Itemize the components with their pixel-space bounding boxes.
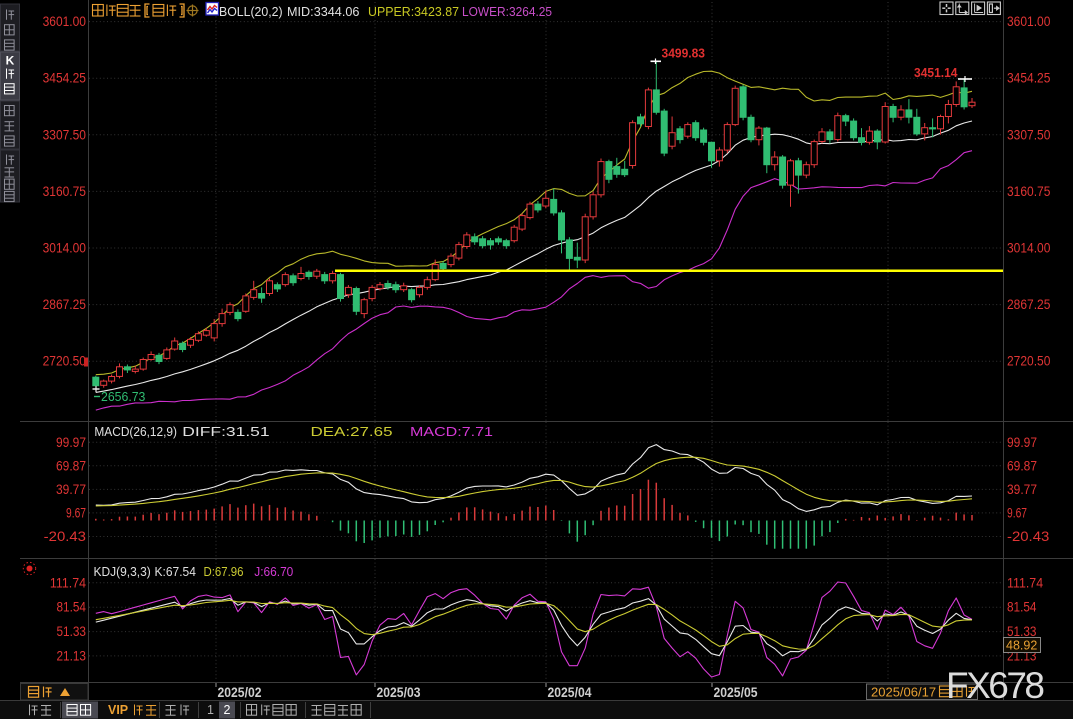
svg-text:3307.50: 3307.50 <box>43 127 86 142</box>
svg-text:UPPER:3423.87: UPPER:3423.87 <box>368 4 459 19</box>
svg-text:3454.25: 3454.25 <box>1007 71 1050 86</box>
svg-text:KDJ(9,3,3): KDJ(9,3,3) <box>94 564 151 579</box>
svg-text:39.77: 39.77 <box>1007 482 1037 497</box>
svg-text:2: 2 <box>224 703 231 717</box>
svg-text:111.74: 111.74 <box>1007 575 1044 590</box>
svg-text:3499.83: 3499.83 <box>662 47 706 61</box>
svg-text:2720.50: 2720.50 <box>1007 354 1050 369</box>
svg-text:2025/04: 2025/04 <box>548 685 592 700</box>
svg-text:2025/03: 2025/03 <box>377 685 421 700</box>
svg-text:K:67.54: K:67.54 <box>155 564 196 579</box>
svg-text:-20.43: -20.43 <box>44 529 86 544</box>
svg-text:2867.25: 2867.25 <box>1007 297 1050 312</box>
svg-text:DEA:27.65: DEA:27.65 <box>311 424 393 439</box>
svg-text:81.54: 81.54 <box>57 600 87 615</box>
svg-text:BOLL(20,2): BOLL(20,2) <box>219 4 283 19</box>
svg-text:3451.14: 3451.14 <box>914 66 958 80</box>
svg-text:69.87: 69.87 <box>56 458 86 473</box>
svg-text:MACD(26,12,9): MACD(26,12,9) <box>94 424 177 439</box>
svg-text:99.97: 99.97 <box>1007 435 1037 450</box>
svg-text:51.33: 51.33 <box>1007 624 1037 639</box>
svg-text:9.67: 9.67 <box>66 505 86 520</box>
svg-text:2025/05: 2025/05 <box>714 685 758 700</box>
svg-text:D:67.96: D:67.96 <box>204 564 244 579</box>
svg-text:3454.25: 3454.25 <box>43 71 86 86</box>
svg-text:2025/06/17: 2025/06/17 <box>871 685 936 700</box>
svg-text:69.87: 69.87 <box>1007 458 1037 473</box>
svg-text:VIP: VIP <box>108 703 128 717</box>
svg-text:2867.25: 2867.25 <box>43 297 86 312</box>
svg-text:K: K <box>6 54 15 68</box>
svg-text:3601.00: 3601.00 <box>43 14 86 29</box>
svg-text:DIFF:31.51: DIFF:31.51 <box>182 424 269 439</box>
svg-text:3160.75: 3160.75 <box>43 184 86 199</box>
svg-text:LOWER:3264.25: LOWER:3264.25 <box>462 4 552 19</box>
svg-text:99.97: 99.97 <box>56 435 86 450</box>
svg-text:81.54: 81.54 <box>1007 600 1037 615</box>
svg-text:3601.00: 3601.00 <box>1007 14 1050 29</box>
svg-text:3160.75: 3160.75 <box>1007 184 1050 199</box>
svg-text:21.13: 21.13 <box>57 648 87 663</box>
svg-text:MACD:7.71: MACD:7.71 <box>410 424 493 439</box>
svg-text:48.92: 48.92 <box>1006 639 1037 653</box>
svg-text:1: 1 <box>207 703 214 717</box>
svg-text:FX678: FX678 <box>946 665 1043 706</box>
svg-text:9.67: 9.67 <box>1007 505 1027 520</box>
svg-text:111.74: 111.74 <box>50 575 87 590</box>
svg-text:J:66.70: J:66.70 <box>254 564 293 579</box>
svg-text:MID:3344.06: MID:3344.06 <box>287 4 359 19</box>
svg-text:3014.00: 3014.00 <box>1007 241 1050 256</box>
svg-text:2025/02: 2025/02 <box>218 685 262 700</box>
svg-text:3307.50: 3307.50 <box>1007 127 1050 142</box>
svg-text:-20.43: -20.43 <box>1007 529 1049 544</box>
svg-text:2720.50: 2720.50 <box>43 354 86 369</box>
svg-text:3014.00: 3014.00 <box>43 241 86 256</box>
svg-text:39.77: 39.77 <box>56 482 86 497</box>
svg-text:2656.73: 2656.73 <box>101 389 145 404</box>
svg-text:51.33: 51.33 <box>57 624 87 639</box>
